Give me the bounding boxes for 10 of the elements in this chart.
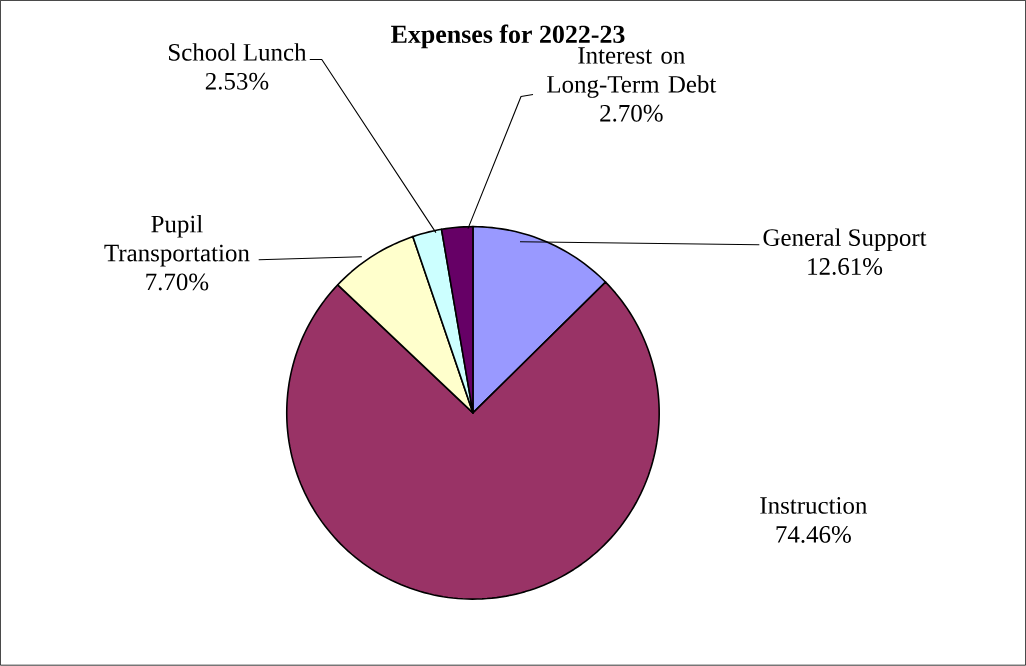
data-label: 7.70%: [146, 273, 209, 291]
slice-label: Pupil Transportation: [104, 215, 250, 267]
data-label: 2.70%: [600, 105, 663, 122]
data-label: 12.61%: [808, 258, 883, 276]
data-label: 74.46%: [776, 526, 851, 544]
slice-label: School Lunch: [169, 43, 307, 61]
slice-label: Interest on Long-Term Debt: [547, 47, 717, 99]
slice-label: Instruction: [760, 497, 868, 515]
data-label: 2.53%: [205, 73, 269, 90]
slice-label: General Support: [763, 228, 927, 252]
